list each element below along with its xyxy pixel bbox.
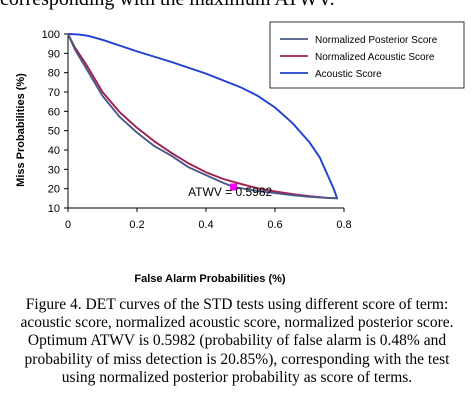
y-tick-label: 40 <box>48 145 60 157</box>
optimum-atwv-marker <box>230 183 238 191</box>
atwv-annotation: ATWV = 0.5982 <box>188 185 272 199</box>
legend-label-acoustic: Acoustic Score <box>315 69 382 80</box>
y-tick-label: 50 <box>48 126 60 138</box>
series-line-posterior <box>67 33 339 200</box>
x-tick-label: 0.2 <box>129 219 144 231</box>
y-tick-label: 10 <box>48 203 60 215</box>
x-axis-label: False Alarm Probabilities (%) <box>134 273 286 285</box>
y-tick-label: 70 <box>48 87 60 99</box>
x-tick-label: 0.4 <box>198 219 213 231</box>
x-tick-label: 0.8 <box>336 219 351 231</box>
legend-box <box>269 21 465 89</box>
legend-label-posterior: Normalized Posterior Score <box>315 35 438 46</box>
figure-caption: Figure 4. DET curves of the STD tests us… <box>20 296 454 386</box>
plot-layer: 10 20 30 40 50 60 70 80 90 100 0 0.2 0.4 0.6 0.8 ATWV =… <box>42 29 352 231</box>
y-tick-label: 100 <box>42 29 60 41</box>
y-tick-label: 80 <box>48 68 60 80</box>
legend-label-acoustic-normalized: Normalized Acoustic Score <box>315 52 435 63</box>
y-axis-label: Miss Probabilities (%) <box>15 73 27 187</box>
y-tick-label: 30 <box>48 164 60 176</box>
x-tick-label: 0 <box>65 219 71 231</box>
y-tick-label: 20 <box>48 184 60 196</box>
y-tick-label: 60 <box>48 106 60 118</box>
preceding-text-fragment: corresponding with the maximum ATWV. <box>0 0 474 12</box>
series-line-acoustic-normalized <box>67 33 339 200</box>
legend: Normalized Posterior Score Normalized Ac… <box>269 21 465 89</box>
y-tick-label: 90 <box>48 48 60 60</box>
series-line-acoustic <box>67 33 339 200</box>
x-tick-label: 0.6 <box>267 219 282 231</box>
det-curve-chart: 10 20 30 40 50 60 70 80 90 100 0 0.2 0.4 0.6 0.8 ATWV =… <box>15 21 465 285</box>
